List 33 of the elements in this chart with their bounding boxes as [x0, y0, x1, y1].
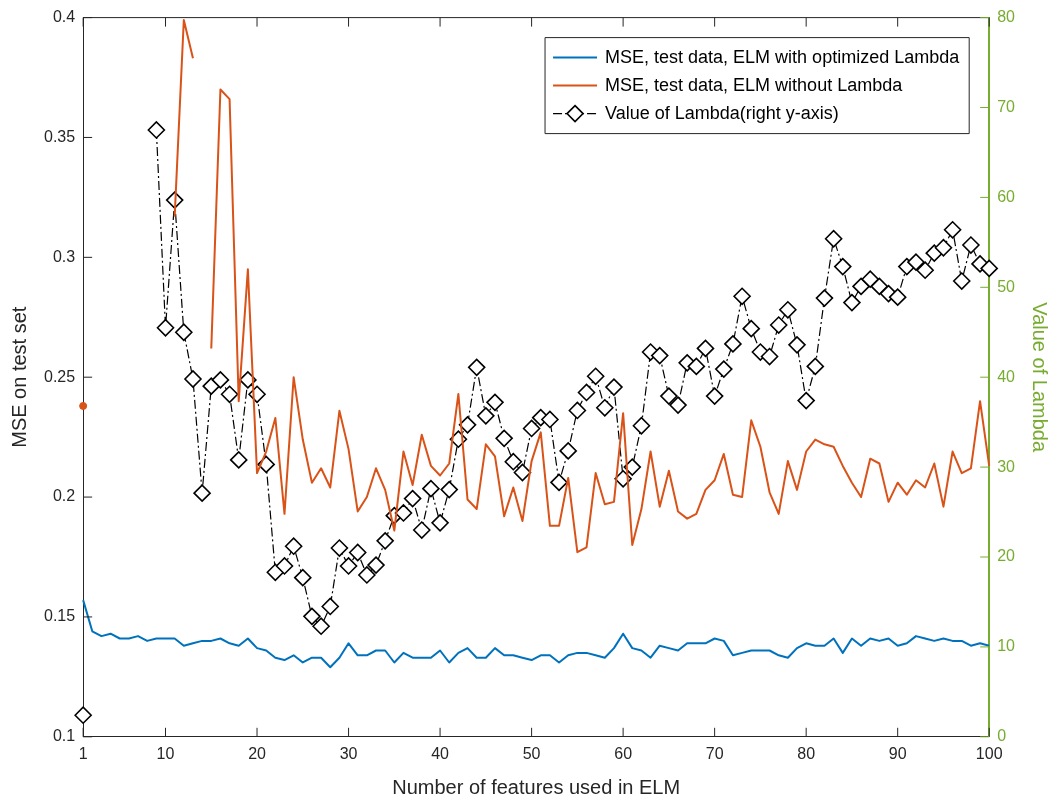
- x-tick-label: 100: [975, 744, 1003, 762]
- x-tick-label: 1: [78, 744, 88, 762]
- y-tick-label: 0.25: [44, 367, 76, 385]
- y2-tick-label: 30: [997, 457, 1016, 475]
- y2-tick-label: 20: [997, 547, 1016, 565]
- y-tick-label: 0.35: [44, 127, 76, 145]
- x-axis-title: Number of features used in ELM: [392, 775, 681, 798]
- y2-tick-label: 0: [997, 727, 1007, 745]
- legend-label: MSE, test data, ELM without Lambda: [605, 74, 904, 95]
- y-axis-title: MSE on test set: [7, 306, 30, 448]
- x-tick-label: 20: [248, 744, 267, 762]
- y2-tick-label: 40: [997, 367, 1016, 385]
- y-tick-label: 0.4: [52, 8, 76, 26]
- x-tick-label: 10: [156, 744, 175, 762]
- legend-label: Value of Lambda(right y-axis): [605, 102, 839, 123]
- y2-tick-label: 80: [997, 8, 1016, 26]
- y2-tick-label: 70: [997, 97, 1016, 115]
- x-tick-label: 80: [797, 744, 816, 762]
- y2-tick-label: 10: [997, 637, 1016, 655]
- x-tick-label: 50: [522, 744, 541, 762]
- x-tick-label: 40: [431, 744, 450, 762]
- x-tick-label: 60: [614, 744, 633, 762]
- y2-tick-label: 50: [997, 277, 1016, 295]
- x-tick-label: 30: [339, 744, 358, 762]
- y2-tick-label: 60: [997, 187, 1016, 205]
- x-tick-label: 70: [705, 744, 724, 762]
- y2-axis-title: Value of Lambda: [1029, 302, 1052, 453]
- legend-label: MSE, test data, ELM with optimized Lambda: [605, 46, 961, 67]
- y-tick-label: 0.2: [52, 487, 76, 505]
- y-tick-label: 0.15: [44, 607, 76, 625]
- y-tick-label: 0.3: [52, 247, 76, 265]
- y-tick-label: 0.1: [52, 727, 76, 745]
- x-tick-label: 90: [888, 744, 907, 762]
